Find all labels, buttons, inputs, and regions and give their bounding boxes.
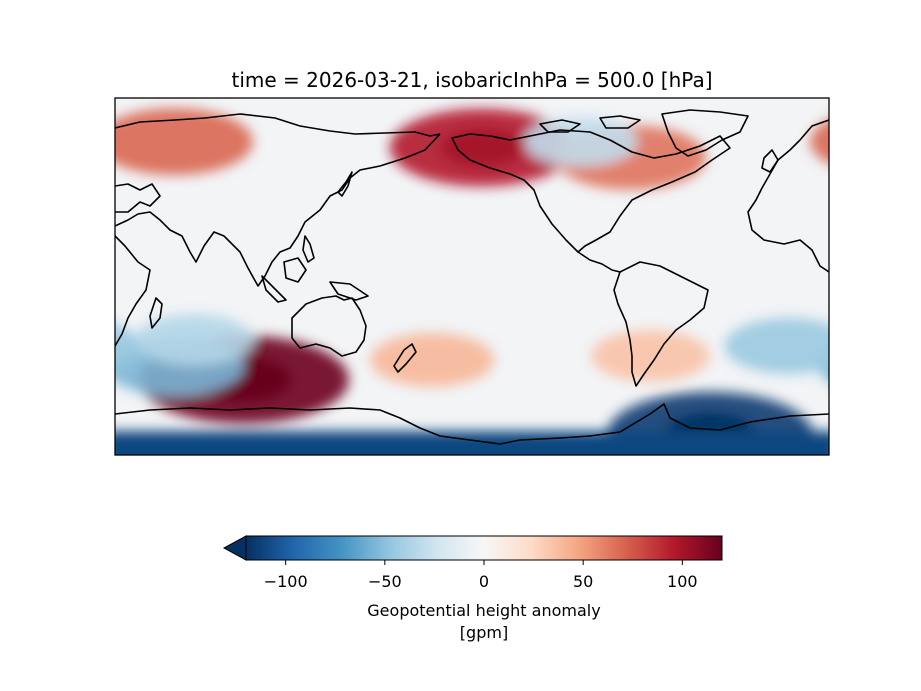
coastline-eurasia-north (115, 113, 441, 137)
coastline-europe-west (115, 183, 161, 213)
anomaly-blob-2-wrap-1 (810, 119, 829, 164)
coastline-sumatra (261, 275, 287, 303)
colorbar-label: Geopotential height anomaly (367, 601, 600, 620)
coastline-british-isles (761, 149, 779, 173)
anomaly-blob-8-wrap-0 (115, 323, 141, 368)
anomaly-blob-8 (724, 318, 829, 374)
coastline-north-america (451, 129, 731, 253)
coastline-philippines (302, 235, 315, 263)
coastline-japan (337, 171, 353, 197)
anomaly-core-1 (440, 128, 524, 168)
coastline-australia (291, 295, 367, 357)
colorbar-tick-label: −50 (368, 572, 402, 591)
coastline-antarctica (115, 403, 829, 445)
coastline-new-guinea (329, 281, 369, 301)
chart-title: time = 2026-03-21, isobaricInhPa = 500.0… (232, 68, 713, 92)
coastlines (115, 109, 829, 445)
colorbar-tick-label: 100 (667, 572, 698, 591)
anomaly-blob-5 (591, 330, 710, 382)
anomaly-field (115, 108, 829, 455)
colorbar-tick-label: 50 (573, 572, 593, 591)
coastline-africa-east (115, 235, 151, 347)
map-frame (114, 97, 830, 456)
coastline-central-america (577, 251, 621, 273)
colorbar-tick-label: 0 (479, 572, 489, 591)
antarctic-low-band (115, 431, 829, 455)
coastline-new-zealand (393, 343, 417, 373)
colorbar-extend-min (222, 535, 247, 561)
map-area (114, 97, 830, 456)
colorbar: −100 −50 0 50 100 Geopotential height anomal… (222, 535, 723, 642)
anomaly-blob-9 (524, 117, 638, 167)
coastline-madagascar (149, 297, 163, 329)
colorbar-units: [gpm] (460, 623, 508, 642)
coastline-arctic-islands-2 (599, 115, 641, 129)
coastline-greenland (661, 109, 749, 157)
colorbar-tick-label: −100 (264, 572, 308, 591)
colorbar-ticks: −100 −50 0 50 100 (264, 560, 698, 591)
coastline-arctic-islands (539, 119, 581, 133)
anomaly-blob-4 (370, 333, 495, 387)
coastline-south-america (613, 261, 709, 387)
anomaly-blob-2 (115, 108, 253, 176)
coastline-europe-east (747, 119, 829, 273)
colorbar-gradient (245, 535, 723, 561)
anomaly-blob-10 (135, 314, 254, 366)
coastline-borneo (283, 257, 307, 283)
anomaly-blob-7-wrap-1 (818, 349, 829, 382)
